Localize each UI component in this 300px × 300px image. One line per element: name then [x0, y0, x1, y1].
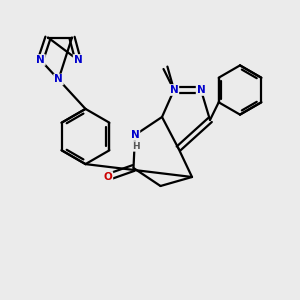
Text: N: N: [196, 85, 206, 95]
Text: N: N: [54, 74, 63, 85]
Text: H: H: [132, 142, 140, 151]
Text: N: N: [74, 55, 82, 65]
Text: N: N: [36, 55, 45, 65]
Text: O: O: [103, 172, 112, 182]
Text: N: N: [130, 130, 140, 140]
Text: N: N: [169, 85, 178, 95]
